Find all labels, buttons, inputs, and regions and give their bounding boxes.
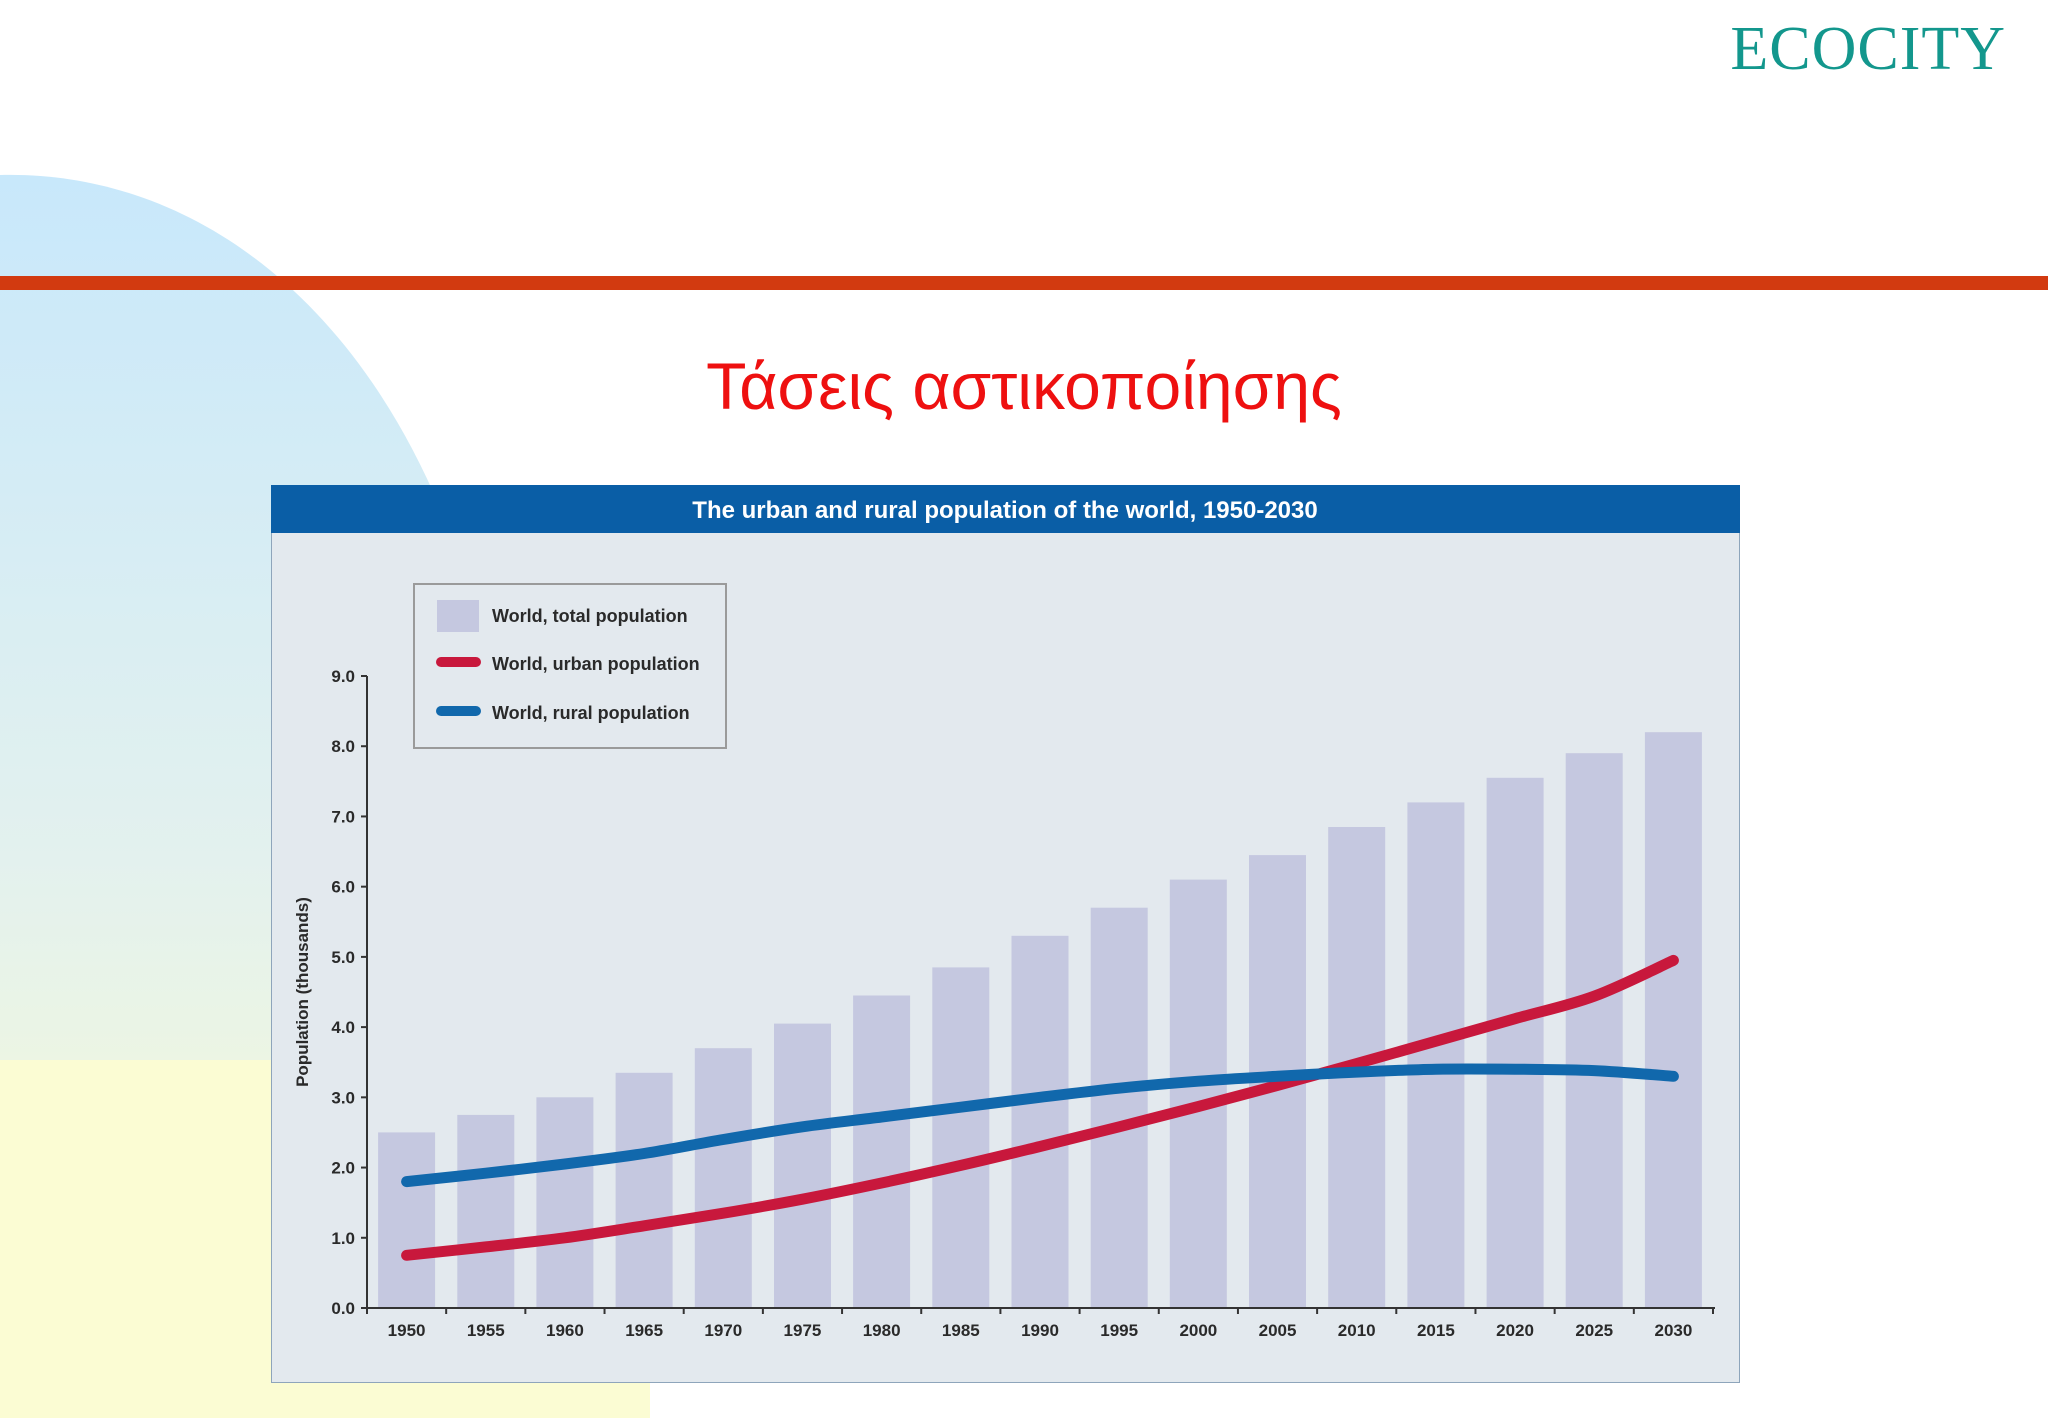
slide-title: Τάσεις αστικοποίησης [706,349,1342,423]
y-tick-label: 5.0 [331,948,355,967]
bar-total-2030 [1644,732,1702,1308]
legend-label-rural: World, rural population [492,703,690,723]
chart-legend: World, total population World, urban pop… [413,583,727,749]
y-tick-label: 9.0 [331,667,355,686]
bar-total-1965 [615,1072,673,1308]
x-tick-label: 1985 [942,1321,980,1340]
legend-swatch-total [437,600,479,632]
x-tick-label: 1995 [1100,1321,1138,1340]
x-tick-label: 1980 [863,1321,901,1340]
x-tick-label: 2020 [1496,1321,1534,1340]
bar-total-2015 [1407,802,1465,1308]
chart-title: The urban and rural population of the wo… [692,497,1317,524]
y-tick-label: 2.0 [331,1159,355,1178]
bar-total-2020 [1486,777,1544,1308]
bar-total-1995 [1090,907,1148,1308]
x-tick-label: 1960 [546,1321,584,1340]
x-tick-label: 2015 [1417,1321,1455,1340]
x-tick-label: 1975 [784,1321,822,1340]
line-rural-population [401,1063,1679,1188]
x-tick-label: 1970 [704,1321,742,1340]
bar-total-1985 [932,967,990,1308]
line-urban-population [401,954,1679,1261]
header-red-rule [0,276,2048,290]
y-tick-label: 4.0 [331,1018,355,1037]
axis-group: 0.0 1.0 2.0 3.0 4.0 5.0 6.0 7.0 8.0 9.0 1950 1955 19… [331,667,1715,1340]
bar-total-1975 [774,1023,831,1308]
population-chart: The urban and rural population of the wo… [271,485,1740,1383]
y-tick-label: 0.0 [331,1299,355,1318]
y-tick-label: 1.0 [331,1229,355,1248]
x-tick-label: 1955 [467,1321,505,1340]
y-tick-label: 8.0 [331,737,355,756]
x-tick-label: 1965 [625,1321,663,1340]
bar-total-1950 [378,1132,436,1308]
bar-total-1990 [1011,935,1069,1308]
bar-total-1980 [853,995,911,1308]
x-tick-label: 2025 [1575,1321,1613,1340]
legend-label-urban: World, urban population [492,654,700,674]
bar-total-1955 [457,1114,515,1308]
x-tick-label: 1950 [388,1321,426,1340]
x-tick-label: 2030 [1654,1321,1692,1340]
bar-total-2000 [1169,879,1227,1308]
x-tick-label: 1990 [1021,1321,1059,1340]
x-tick-label: 2000 [1179,1321,1217,1340]
bar-total-1960 [536,1097,594,1308]
y-axis-title: Population (thousands) [293,897,312,1087]
bar-total-2025 [1565,753,1623,1308]
x-tick-label: 2005 [1259,1321,1297,1340]
chart-header-bar [271,485,1740,533]
ecocity-logo: ECOCITY [1730,15,2006,83]
x-tick-label: 2010 [1338,1321,1376,1340]
legend-label-total: World, total population [492,606,688,626]
bar-total-1970 [694,1048,752,1308]
lines-group [401,954,1679,1261]
y-tick-label: 7.0 [331,807,355,826]
y-tick-label: 6.0 [331,878,355,897]
y-tick-label: 3.0 [331,1088,355,1107]
